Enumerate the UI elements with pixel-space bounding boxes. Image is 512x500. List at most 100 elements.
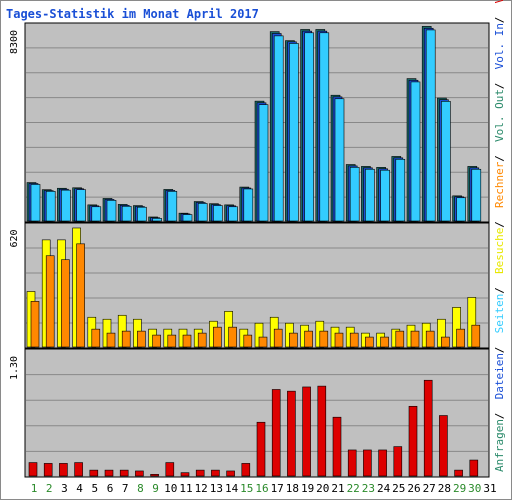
bar-rechner-day-21	[334, 332, 344, 348]
bar-rechner-day-5	[91, 328, 101, 348]
bar-volumen-day-3	[59, 463, 68, 477]
x-tick-label-day-3: 3	[61, 482, 68, 495]
bar-volumen-day-6	[104, 469, 114, 477]
x-tick-label-day-21: 21	[331, 482, 344, 495]
bar-volumen-day-25	[393, 446, 403, 477]
bar-volumen-day-21	[332, 416, 342, 477]
bar-volumen-day-19	[302, 386, 311, 477]
bar-volumen-day-18	[287, 390, 296, 477]
legend-separator: /	[493, 221, 506, 228]
bar-volumen-day-17	[271, 389, 281, 477]
bar-rechner-day-12	[197, 332, 207, 348]
x-tick-label-day-15: 15	[240, 482, 253, 495]
bar-seiten-day-24	[380, 169, 390, 222]
bar-seiten-day-22	[349, 167, 360, 222]
bar-volumen-day-9	[150, 474, 159, 477]
bar-volumen-day-30	[469, 459, 479, 477]
panel-visits-max-label: 620	[9, 229, 20, 247]
legend-separator: /	[493, 83, 506, 90]
bar-rechner-day-13	[213, 326, 222, 348]
bar-rechner-day-17	[273, 328, 283, 348]
bar-volumen-day-11	[180, 472, 190, 477]
legend-item-volumen: Volumen	[493, 0, 506, 3]
bar-volumen-day-8	[135, 470, 144, 477]
x-tick-label-day-9: 9	[152, 482, 159, 495]
bar-volumen-day-16	[256, 421, 266, 477]
bar-seiten-day-12	[197, 203, 208, 222]
bar-seiten-day-9	[152, 218, 162, 222]
x-tick-label-day-28: 28	[438, 482, 451, 495]
legend-separator: /	[493, 155, 506, 162]
bar-seiten-day-18	[289, 43, 299, 222]
x-tick-label-day-20: 20	[316, 482, 329, 495]
bar-seiten-day-20	[319, 32, 330, 222]
bar-rechner-day-11	[182, 334, 192, 348]
x-tick-label-day-11: 11	[179, 482, 192, 495]
x-tick-label-day-30: 30	[468, 482, 481, 495]
bar-rechner-day-26	[410, 330, 420, 348]
x-tick-label-day-25: 25	[392, 482, 405, 495]
bar-seiten-day-8	[137, 206, 147, 222]
x-tick-label-day-31: 31	[483, 482, 496, 495]
bar-volumen-day-29	[454, 469, 463, 477]
legend-item-rechner: Rechner	[493, 161, 506, 208]
bar-rechner-day-24	[380, 336, 389, 348]
bar-rechner-day-1	[30, 301, 40, 348]
x-tick-label-day-19: 19	[301, 482, 314, 495]
bar-rechner-day-25	[395, 330, 405, 348]
bar-volumen-day-27	[423, 379, 433, 477]
x-tick-label-day-2: 2	[46, 482, 53, 495]
bar-volumen-day-15	[241, 463, 251, 477]
x-tick-label-day-12: 12	[195, 482, 208, 495]
bar-rechner-day-2	[45, 255, 55, 348]
bar-rechner-day-3	[61, 259, 70, 348]
bar-volumen-day-22	[347, 449, 357, 477]
bar-rechner-day-20	[319, 330, 329, 348]
bar-seiten-day-6	[106, 200, 117, 222]
bar-rechner-day-22	[349, 332, 359, 348]
legend-item-anfragen: Anfragen	[493, 419, 506, 472]
bar-seiten-day-1	[30, 184, 41, 222]
legend-item-besuche: Besuche	[493, 228, 506, 274]
x-tick-label-day-7: 7	[122, 482, 129, 495]
bar-volumen-day-20	[317, 385, 327, 477]
legend-item-vol-out: Vol. Out	[493, 89, 506, 142]
bar-volumen-day-7	[119, 469, 129, 477]
legend-separator: /	[493, 17, 506, 24]
bar-seiten-day-7	[121, 205, 132, 222]
bar-volumen-day-28	[439, 415, 448, 477]
bar-volumen-day-10	[165, 462, 175, 477]
x-tick-label-day-29: 29	[453, 482, 466, 495]
bar-rechner-day-6	[106, 332, 116, 348]
bar-seiten-day-23	[365, 168, 375, 222]
bar-seiten-day-21	[334, 98, 345, 222]
x-tick-label-day-17: 17	[271, 482, 284, 495]
bar-rechner-day-30	[471, 324, 481, 348]
bar-rechner-day-28	[441, 336, 450, 348]
legend-separator: /	[493, 413, 506, 420]
bar-volumen-day-5	[89, 469, 99, 477]
x-tick-label-day-4: 4	[76, 482, 83, 495]
x-tick-label-day-13: 13	[210, 482, 223, 495]
legend-item-vol-in: Vol. In	[493, 23, 506, 69]
bar-volumen-day-12	[195, 469, 205, 477]
legend-item-seiten: Seiten	[493, 294, 506, 334]
x-tick-label-day-6: 6	[107, 482, 114, 495]
bar-seiten-day-19	[304, 32, 314, 222]
bar-seiten-day-28	[441, 101, 451, 222]
x-tick-label-day-22: 22	[347, 482, 360, 495]
bar-rechner-day-27	[425, 330, 435, 348]
x-tick-label-day-26: 26	[407, 482, 420, 495]
bar-seiten-day-10	[167, 191, 178, 222]
bar-rechner-day-15	[243, 334, 253, 348]
bar-rechner-day-8	[137, 330, 146, 348]
chart-title: Tages-Statistik im Monat April 2017	[6, 7, 259, 21]
legend-item-dateien: Dateien	[493, 353, 506, 399]
bar-rechner-day-9	[152, 334, 161, 348]
bar-rechner-day-10	[167, 334, 177, 348]
bar-rechner-day-18	[289, 332, 298, 348]
bar-volumen-day-26	[408, 405, 418, 477]
bar-rechner-day-19	[304, 330, 313, 348]
panel-hits-max-label: 8300	[9, 30, 20, 54]
